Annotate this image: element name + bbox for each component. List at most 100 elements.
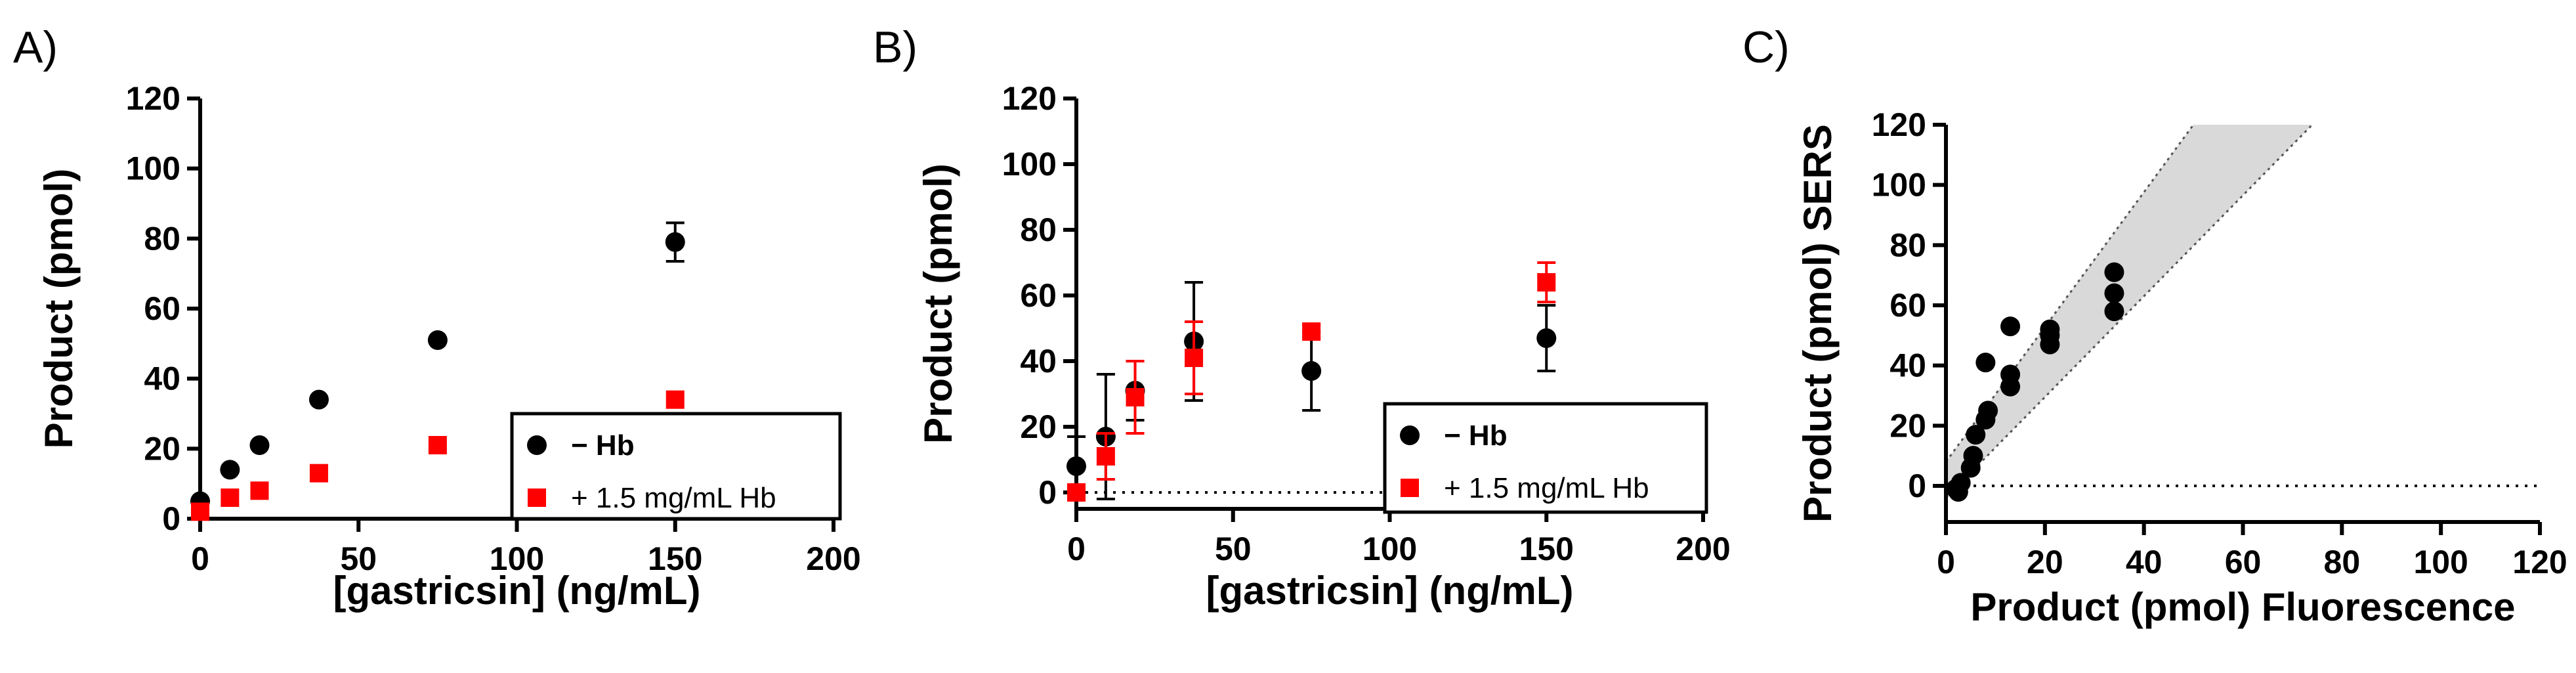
data-point-square xyxy=(191,502,209,521)
legend-marker-circle xyxy=(527,435,547,455)
x-tick-label: 50 xyxy=(1215,531,1252,567)
legend-label: + 1.5 mg/mL Hb xyxy=(571,482,776,514)
data-point-square xyxy=(1067,483,1086,502)
x-tick-label: 60 xyxy=(2225,544,2262,580)
data-point-circle xyxy=(1966,425,1986,445)
data-point-circle xyxy=(2040,325,2060,345)
y-tick-label: 80 xyxy=(144,220,180,257)
legend-box xyxy=(510,412,842,521)
series-1 xyxy=(191,390,685,521)
data-point-circle xyxy=(1951,473,1971,493)
legend-marker-square xyxy=(1401,479,1419,497)
x-tick-label: 150 xyxy=(1519,531,1574,567)
data-point-circle xyxy=(1536,328,1557,348)
x-tick-label: 100 xyxy=(490,540,544,577)
y-tick-label: 0 xyxy=(1038,474,1057,511)
x-tick-label: 0 xyxy=(1937,544,1955,580)
x-tick-label: 200 xyxy=(1676,531,1730,567)
data-point-circle xyxy=(249,435,270,455)
data-point-circle xyxy=(1978,401,1998,421)
data-point-square xyxy=(1096,447,1115,466)
data-point-square xyxy=(221,488,240,507)
y-tick-label: 20 xyxy=(1020,408,1057,445)
confidence-band xyxy=(1946,125,2313,498)
legend-marker-circle xyxy=(1400,425,1420,445)
y-tick-label: 20 xyxy=(144,430,180,467)
y-tick-label: 80 xyxy=(1020,211,1057,248)
y-tick-label: 20 xyxy=(1890,407,1926,444)
data-point-circle xyxy=(2104,262,2124,282)
panel-label: C) xyxy=(1742,22,1790,72)
data-point-circle xyxy=(2000,364,2021,385)
band-lower-line xyxy=(1945,123,2313,499)
legend-marker-square xyxy=(528,488,546,507)
y-tick-label: 40 xyxy=(144,360,180,397)
data-point-square xyxy=(309,464,328,483)
x-tick-label: 80 xyxy=(2324,544,2361,580)
series-1 xyxy=(1067,261,1556,502)
data-point-circle xyxy=(2000,316,2021,337)
series-0 xyxy=(1946,262,2124,502)
y-tick-label: 0 xyxy=(1908,467,1926,504)
y-tick-label: 60 xyxy=(144,290,180,327)
y-tick-label: 60 xyxy=(1890,287,1926,324)
data-point-square xyxy=(665,390,685,409)
legend-label: − Hb xyxy=(1444,420,1508,452)
data-point-square xyxy=(1537,273,1556,292)
legend: − Hb + 1.5 mg/mL Hb xyxy=(1383,402,1708,514)
x-tick-label: 100 xyxy=(1362,531,1417,567)
x-tick-label: 0 xyxy=(1067,531,1086,567)
x-tick-label: 200 xyxy=(806,540,860,577)
panel-c-chart: C) 0 20 40 60 80 100 120 0 20 40 60 80 100 120 Product … xyxy=(1742,22,2567,629)
data-point-circle xyxy=(1975,353,1996,373)
x-tick-label: 120 xyxy=(2512,544,2567,580)
band-upper-line xyxy=(1945,124,2195,463)
y-tick-label: 40 xyxy=(1020,343,1057,380)
y-tick-label: 120 xyxy=(1872,106,1926,143)
y-tick-label: 120 xyxy=(1002,80,1057,117)
data-point-circle xyxy=(427,330,448,350)
x-tick-label: 40 xyxy=(2126,544,2163,580)
legend-label: + 1.5 mg/mL Hb xyxy=(1444,472,1649,504)
data-point-circle xyxy=(220,460,240,480)
y-tick-label: 100 xyxy=(1002,146,1057,183)
y-tick-label: 0 xyxy=(162,500,180,537)
data-point-square xyxy=(1302,322,1321,341)
y-tick-label: 40 xyxy=(1890,347,1926,384)
data-point-circle xyxy=(1066,456,1086,476)
x-axis-label: Product (pmol) Fluorescence xyxy=(1970,585,2515,629)
data-point-circle xyxy=(1301,361,1322,381)
x-axis-label: [gastricsin] (ng/mL) xyxy=(333,569,700,613)
data-point-square xyxy=(250,481,269,500)
x-axis-label: [gastricsin] (ng/mL) xyxy=(1206,569,1573,613)
x-tick-label: 100 xyxy=(2413,544,2468,580)
y-axis-label: Product (pmol) xyxy=(37,169,81,449)
data-point-circle xyxy=(665,232,685,252)
panel-label: B) xyxy=(873,22,918,72)
y-tick-label: 100 xyxy=(1872,167,1926,204)
data-point-circle xyxy=(2104,283,2124,303)
legend-box xyxy=(1383,402,1708,514)
y-tick-label: 80 xyxy=(1890,227,1926,263)
y-tick-label: 120 xyxy=(126,80,180,117)
x-tick-label: 50 xyxy=(340,540,377,577)
y-tick-label: 60 xyxy=(1020,277,1057,314)
y-axis-label: Product (pmol) xyxy=(916,163,960,444)
x-tick-label: 20 xyxy=(2027,544,2063,580)
panel-label: A) xyxy=(13,22,58,72)
y-tick-label: 100 xyxy=(126,150,180,187)
data-point-circle xyxy=(1963,446,1983,466)
x-tick-label: 150 xyxy=(648,540,702,577)
legend: − Hb + 1.5 mg/mL Hb xyxy=(510,412,842,521)
data-point-square xyxy=(1126,388,1145,406)
panel-a-chart: A) 0 20 40 60 80 100 120 0 50 100 150 200 [gastricsin… xyxy=(13,22,861,613)
y-axis-label: Product (pmol) SERS xyxy=(1796,124,1840,523)
legend-label: − Hb xyxy=(571,429,635,462)
data-point-circle xyxy=(308,389,329,410)
panel-b-chart: B) 0 20 40 60 80 100 120 0 50 100 150 200 [gastricsin… xyxy=(873,22,1731,613)
data-point-circle xyxy=(2104,301,2124,322)
data-point-square xyxy=(1185,349,1204,367)
x-tick-label: 0 xyxy=(191,540,209,577)
data-point-square xyxy=(428,436,447,454)
